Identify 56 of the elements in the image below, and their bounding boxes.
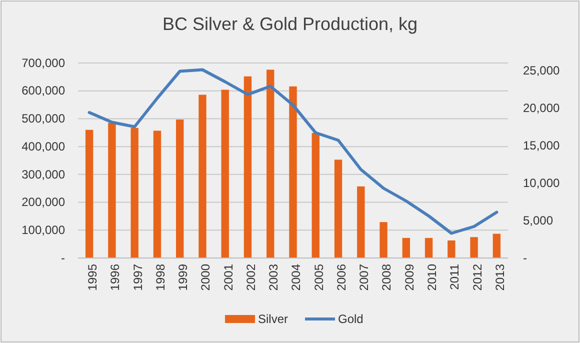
- x-tick-label: 2001: [221, 264, 236, 291]
- bar: [424, 238, 433, 258]
- y2-tick-label: 15,000: [523, 138, 560, 152]
- x-tick-label: 2004: [289, 264, 304, 291]
- x-tick-label: 2006: [334, 264, 348, 291]
- bar: [312, 132, 320, 258]
- chart-title: BC Silver & Gold Production, kg: [162, 14, 418, 34]
- line-series: [88, 68, 498, 235]
- y-tick-label: 400,000: [22, 139, 66, 154]
- bar: [448, 240, 456, 258]
- x-tick-label: 1998: [153, 264, 168, 291]
- bar: [402, 238, 410, 258]
- bar: [108, 122, 116, 258]
- x-tick-label: 1999: [176, 264, 190, 291]
- bar: [198, 94, 206, 258]
- bar: [380, 222, 388, 258]
- x-tick-label: 2010: [424, 264, 439, 291]
- y-tick-label: 200,000: [22, 195, 66, 210]
- x-tick-label: 2005: [312, 264, 326, 291]
- x-tick-label: 2000: [198, 264, 213, 291]
- x-tick-label: 2013: [492, 264, 507, 291]
- bar: [153, 130, 162, 258]
- x-tick-label: 1995: [86, 264, 100, 291]
- x-tick-label: 2009: [402, 264, 416, 291]
- x-tick-label: 1996: [108, 264, 122, 291]
- y-tick-label: 600,000: [22, 84, 66, 98]
- legend-label: Gold: [338, 312, 364, 326]
- x-tick-label: 2011: [448, 264, 462, 290]
- x-tick-label: 1997: [130, 264, 145, 291]
- bar: [244, 76, 252, 258]
- x-tick-label: 2008: [380, 264, 394, 291]
- x-tick-label: 2002: [244, 264, 258, 291]
- y-tick-label: 500,000: [22, 112, 66, 126]
- bar: [266, 70, 274, 258]
- y-tick-label: 300,000: [22, 167, 66, 182]
- y2-tick-label: 25,000: [523, 63, 560, 78]
- bar: [492, 234, 501, 258]
- y2-tick-label: 10,000: [523, 176, 560, 190]
- x-tick-label: 2003: [266, 264, 281, 291]
- y2-tick-label: 20,000: [523, 100, 560, 115]
- x-tick-label: 2012: [470, 264, 484, 291]
- y2-tick-label: -: [523, 250, 527, 265]
- legend-label: Silver: [258, 312, 288, 326]
- bar: [357, 186, 365, 258]
- bar: [470, 237, 478, 258]
- x-tick-label: 2007: [357, 264, 372, 291]
- bar: [289, 86, 297, 258]
- y-tick-label: 700,000: [22, 56, 66, 70]
- bar: [176, 120, 184, 258]
- bar: [130, 128, 138, 258]
- bar: [334, 160, 342, 258]
- bar: [85, 130, 94, 258]
- bar: [221, 90, 229, 258]
- y-tick-label: -: [61, 250, 65, 265]
- y2-tick-label: 5,000: [523, 213, 554, 228]
- y-tick-label: 100,000: [22, 222, 66, 237]
